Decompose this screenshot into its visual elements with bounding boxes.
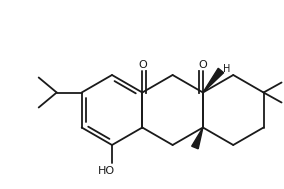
Polygon shape — [203, 68, 224, 92]
Polygon shape — [192, 128, 203, 149]
Text: O: O — [199, 60, 207, 70]
Text: HO: HO — [97, 166, 114, 176]
Text: H: H — [223, 64, 230, 74]
Text: O: O — [138, 60, 147, 70]
